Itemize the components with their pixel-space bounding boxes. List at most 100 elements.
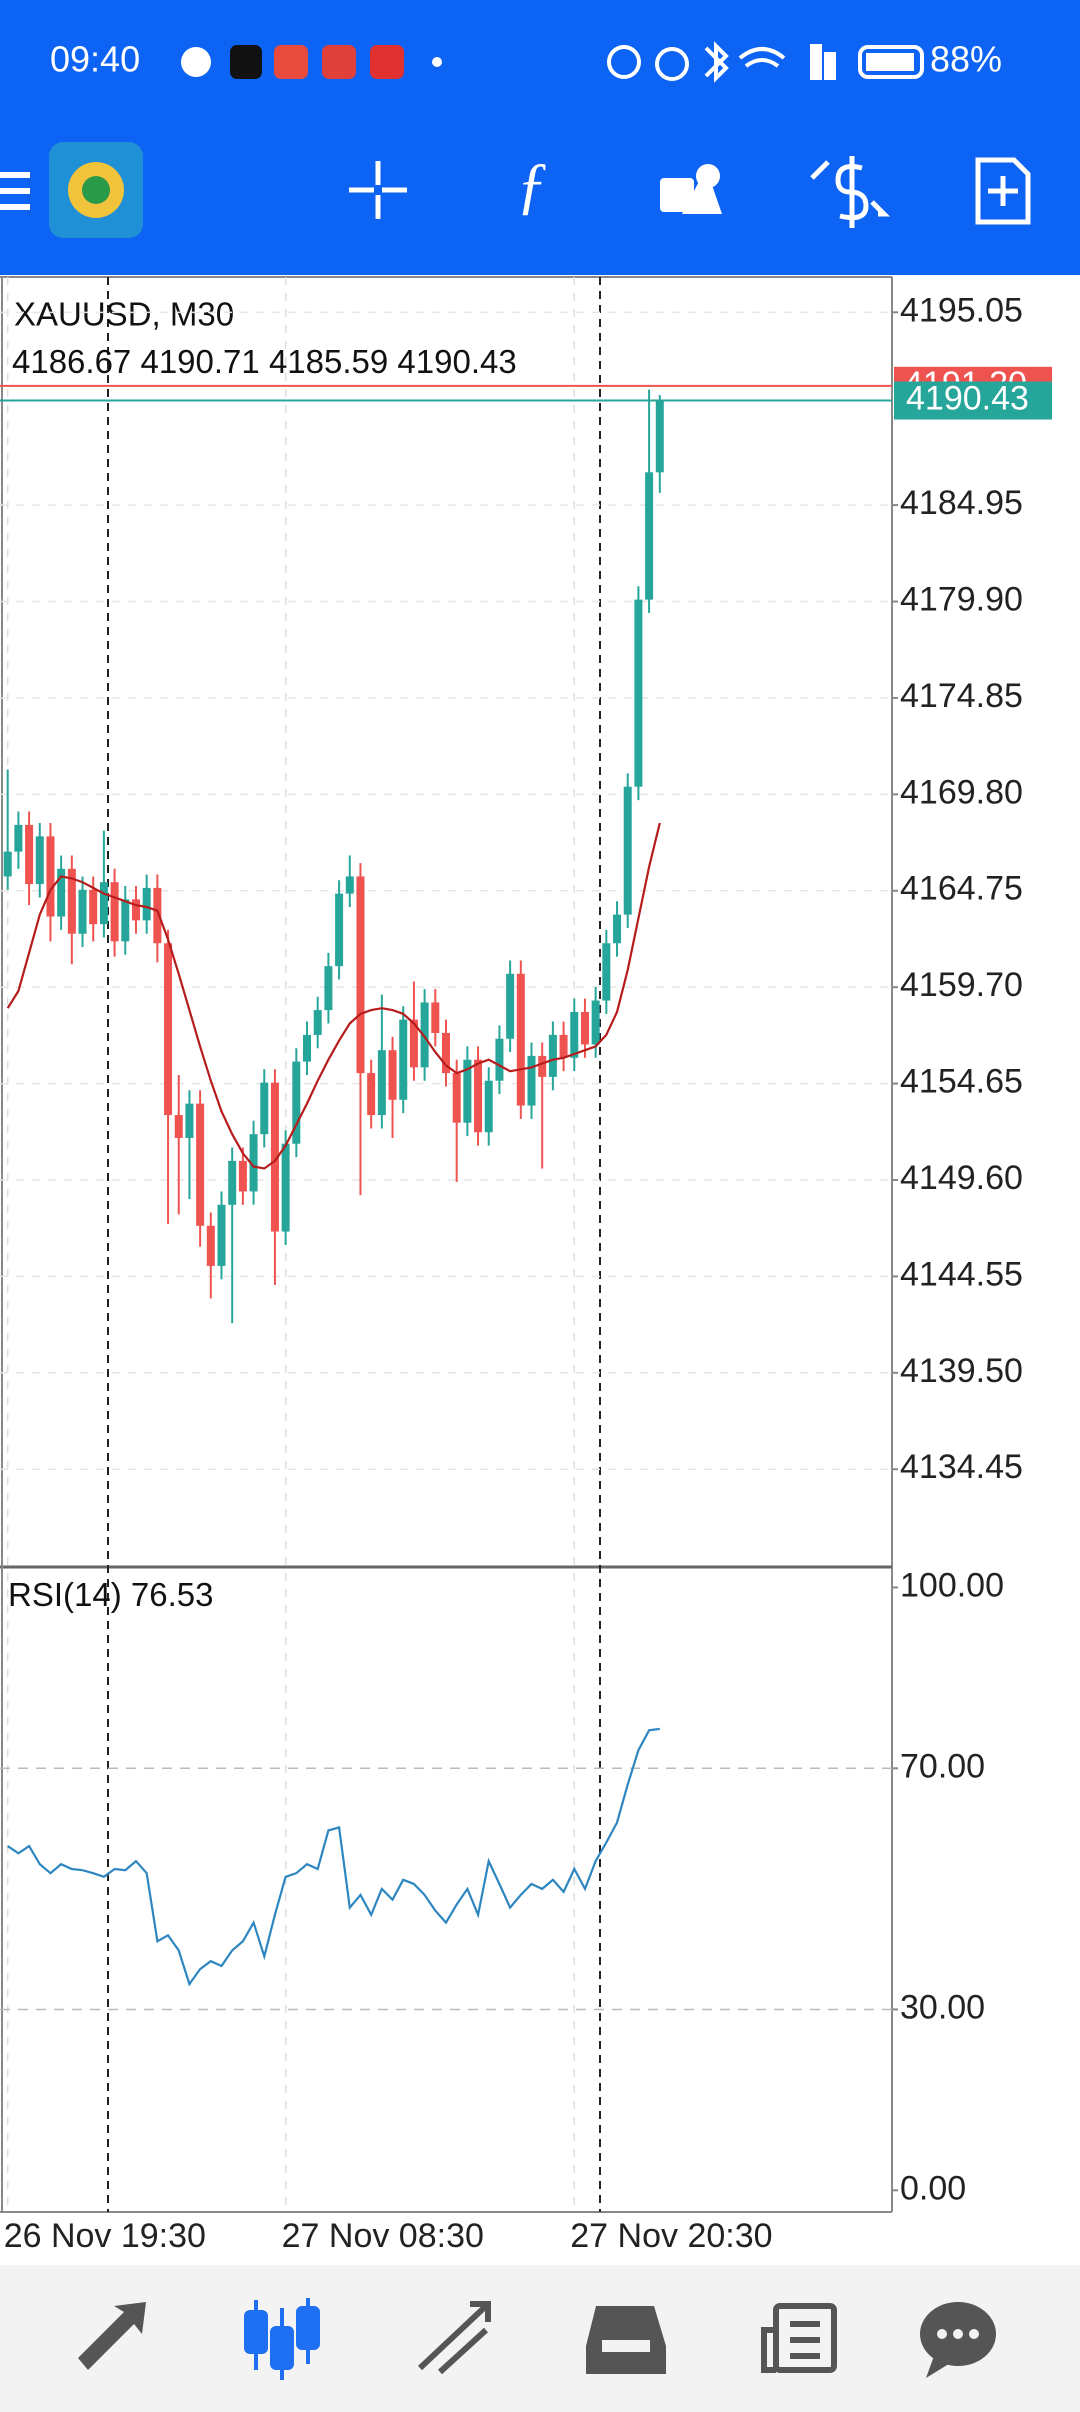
indicator-header: RSI(14) 76.53 [8, 1576, 213, 1613]
candle-body [164, 943, 173, 1116]
candle-body [613, 914, 622, 944]
ohlc-header: 4186.67 4190.71 4185.59 4190.43 [12, 343, 517, 380]
news-tab[interactable] [761, 2303, 837, 2373]
close-value: 4190.43 [397, 343, 516, 380]
x-tick-label: 27 Nov 08:30 [282, 2217, 484, 2255]
candle-body [388, 1050, 397, 1100]
quotes-tab[interactable] [78, 2302, 146, 2370]
candle-body [174, 1115, 183, 1138]
y-tick-label: 4139.50 [900, 1352, 1023, 1390]
app-logo[interactable] [49, 142, 143, 238]
battery-level: 88% [930, 39, 1002, 80]
x-tick-label: 26 Nov 19:30 [4, 2217, 206, 2255]
candle-body [463, 1059, 472, 1123]
high-value: 4190.71 [140, 343, 259, 380]
candle-body [196, 1103, 205, 1226]
trade-button[interactable] [810, 156, 891, 228]
candle-body [217, 1204, 226, 1266]
candle-body [431, 1002, 440, 1033]
x-tick-label: 27 Nov 20:30 [570, 2217, 772, 2255]
candle-body [409, 1019, 418, 1068]
y-tick-label: 4169.80 [900, 773, 1023, 811]
candle-body [78, 889, 87, 934]
candle-body [99, 882, 108, 925]
y-tick-label: 4195.05 [900, 291, 1023, 329]
crosshair-button[interactable] [349, 161, 407, 219]
indicator-line [7, 1727, 660, 1987]
history-tab[interactable] [586, 2306, 666, 2374]
candle-body [46, 836, 55, 917]
chart [0, 276, 893, 2213]
y-tick-label: 4154.65 [900, 1063, 1023, 1101]
candle-body [441, 1032, 450, 1074]
candle-body [516, 973, 525, 1106]
candle-body [634, 599, 643, 787]
candle-body [367, 1073, 376, 1116]
candle-body [121, 899, 130, 942]
moving-average [6, 822, 661, 1170]
last-price-label: 4190.43 [906, 380, 1029, 418]
y-tick-label: 4179.90 [900, 581, 1023, 619]
candle-body [645, 472, 654, 600]
chat-tab[interactable] [920, 2302, 996, 2378]
notification-icons [181, 45, 442, 79]
candle-body [228, 1160, 237, 1205]
candle-body [292, 1061, 301, 1144]
candle-body [14, 824, 23, 852]
trade-tab[interactable] [417, 2301, 491, 2375]
candle-body [335, 893, 344, 967]
indicators-button[interactable]: ƒ [516, 150, 548, 221]
candle-body [303, 1034, 312, 1062]
candle-body [153, 887, 162, 944]
indicator-tick-label: 70.00 [900, 1747, 985, 1785]
objects-button[interactable] [660, 164, 722, 214]
y-tick-label: 4184.95 [900, 484, 1023, 522]
menu-button[interactable] [0, 172, 30, 210]
candle-body [238, 1160, 247, 1192]
bottom-nav [0, 2265, 1080, 2412]
candle-body [324, 966, 333, 1011]
indicator-title: RSI(14) [8, 1576, 122, 1613]
candle-body [185, 1103, 194, 1138]
candle-body [570, 1011, 579, 1058]
low-value: 4185.59 [269, 343, 388, 380]
candle-body [3, 851, 12, 877]
candle-body [67, 868, 76, 934]
candle-body [57, 868, 66, 917]
y-tick-label: 4134.45 [900, 1448, 1023, 1486]
last-price-bg [894, 381, 1052, 420]
indicator-tick-label: 0.00 [900, 2169, 966, 2207]
candle-body [249, 1134, 258, 1192]
indicator-tick-label: 100.00 [900, 1566, 1004, 1604]
candle-body [591, 1000, 600, 1045]
candle-body [484, 1080, 493, 1133]
new-order-button[interactable] [975, 157, 1031, 225]
system-icons [607, 41, 924, 83]
indicator-value: 76.53 [131, 1576, 214, 1613]
indicator-tick-label: 30.00 [900, 1988, 985, 2026]
y-tick-label: 4144.55 [900, 1255, 1023, 1293]
candle-body [142, 887, 151, 921]
candle-body [89, 889, 98, 925]
y-tick-label: 4164.75 [900, 870, 1023, 908]
y-tick-label: 4149.60 [900, 1159, 1023, 1197]
candle-body [131, 899, 140, 921]
candle-body [548, 1034, 557, 1077]
candle-body [655, 400, 664, 473]
candle-body [25, 824, 34, 885]
y-tick-label: 4159.70 [900, 966, 1023, 1004]
candle-body [260, 1082, 269, 1135]
candle-body [474, 1059, 483, 1133]
app-header [0, 0, 1080, 275]
candle-body [345, 876, 354, 894]
candle-body [313, 1010, 322, 1035]
chart-tab[interactable] [244, 2298, 320, 2380]
candle-body [495, 1038, 504, 1081]
candle-body [206, 1225, 215, 1266]
candle-body [538, 1055, 547, 1077]
candle-body [35, 836, 44, 885]
candle-body [377, 1050, 386, 1116]
candle-body [559, 1034, 568, 1058]
